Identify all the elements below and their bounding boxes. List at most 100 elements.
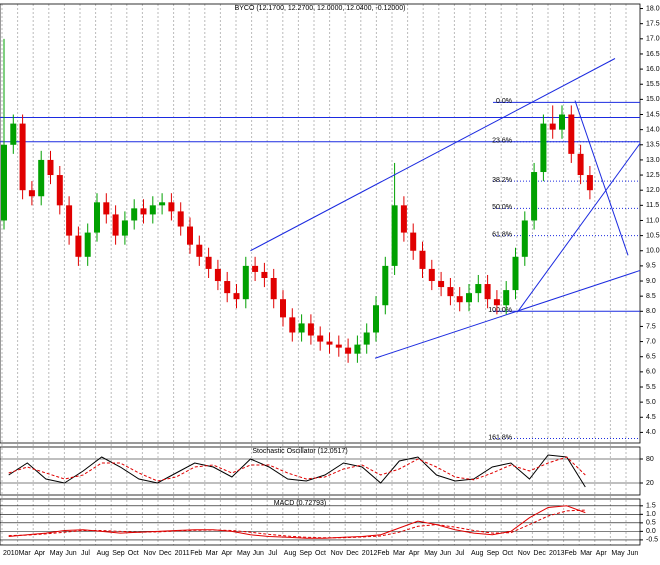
- y-tick-label: 6.5: [646, 354, 656, 361]
- candle-body: [577, 153, 584, 176]
- candle-body: [447, 287, 454, 297]
- candle-body: [168, 202, 175, 212]
- x-tick-label: Oct: [128, 550, 139, 557]
- candle-body: [317, 335, 324, 342]
- candle-body: [112, 214, 119, 236]
- candle-body: [307, 323, 314, 336]
- y-tick-label: 5.0: [646, 399, 656, 406]
- series-line: [8, 456, 586, 482]
- y-tick-label: 18.0: [646, 5, 660, 12]
- fib-label: 61.8%: [492, 231, 512, 238]
- y-tick-label: 15.0: [646, 96, 660, 103]
- candle-body: [38, 159, 45, 197]
- x-tick-label: Oct: [502, 550, 513, 557]
- y-tick-label: 17.0: [646, 36, 660, 43]
- candle-body: [493, 299, 500, 306]
- candle-body: [391, 205, 398, 266]
- y-tick-label: 11.5: [646, 202, 659, 209]
- x-tick-label: Apr: [596, 550, 608, 557]
- x-tick-label: Nov: [518, 550, 531, 557]
- candle-body: [159, 202, 166, 206]
- trend-line: [374, 269, 641, 359]
- x-tick-label: Apr: [34, 550, 46, 557]
- candle-body: [205, 256, 212, 269]
- x-tick-label: Jun: [253, 550, 264, 557]
- candle-body: [214, 268, 221, 282]
- panel-frame: [0, 498, 641, 546]
- y-tick-label: 4.0: [646, 429, 656, 436]
- x-tick-label: Mar: [19, 550, 32, 557]
- series-line: [8, 509, 586, 539]
- x-tick-label: May: [237, 550, 251, 557]
- panel-frame: [0, 3, 641, 444]
- y-tick-label: 6.0: [646, 369, 656, 376]
- x-tick-label: Jul: [81, 550, 90, 557]
- y-tick-label: 9.0: [646, 278, 656, 285]
- x-tick-label: Nov: [143, 550, 156, 557]
- candle-body: [428, 268, 435, 282]
- panel-title: BYCO (12.1700, 12.2700, 12.0000, 12.0400…: [235, 5, 406, 12]
- x-tick-label: May: [50, 550, 64, 557]
- candle-body: [475, 284, 482, 294]
- trend-line: [574, 100, 629, 256]
- fib-label: 161.8%: [488, 434, 512, 441]
- candle-body: [94, 202, 100, 233]
- candle-body: [252, 265, 259, 272]
- candle-body: [456, 296, 463, 303]
- y-tick-label: 1.0: [646, 511, 656, 518]
- y-tick-label: 9.5: [646, 263, 656, 270]
- x-tick-label: Feb: [565, 550, 577, 557]
- panel-frame: [0, 446, 641, 496]
- y-tick-label: 15.5: [646, 81, 660, 88]
- x-tick-label: Dec: [159, 550, 172, 557]
- x-tick-label: Aug: [471, 550, 484, 557]
- candle-body: [149, 205, 156, 215]
- candle-body: [382, 265, 389, 306]
- y-tick-label: 14.5: [646, 111, 660, 118]
- candle-body: [438, 281, 445, 288]
- trend-line: [516, 142, 641, 313]
- panel-title: MACD (0.72793): [274, 500, 327, 507]
- y-tick-label: 12.0: [646, 187, 660, 194]
- candle-body: [103, 202, 110, 215]
- trend-line: [250, 58, 616, 252]
- fib-label: 50.0%: [492, 204, 512, 211]
- y-tick-label: 12.5: [646, 172, 660, 179]
- candle-body: [261, 271, 268, 278]
- x-tick-label: Aug: [97, 550, 110, 557]
- y-tick-label: -0.5: [646, 537, 658, 544]
- x-tick-label: Jul: [268, 550, 277, 557]
- x-tick-label: Jul: [455, 550, 464, 557]
- candle-body: [242, 265, 249, 300]
- candle-body: [373, 305, 379, 333]
- x-tick-label: Mar: [206, 550, 219, 557]
- candle-body: [326, 341, 333, 345]
- x-tick-label: Dec: [346, 550, 359, 557]
- y-tick-label: 7.0: [646, 338, 656, 345]
- x-tick-label: Nov: [331, 550, 344, 557]
- candle-body: [559, 114, 565, 130]
- y-tick-label: 10.0: [646, 248, 660, 255]
- y-tick-label: 13.0: [646, 157, 660, 164]
- x-tick-label: Mar: [580, 550, 593, 557]
- x-tick-label: Feb: [190, 550, 202, 557]
- x-tick-label: 2010: [3, 550, 19, 557]
- candle-body: [363, 332, 370, 345]
- x-tick-label: 2011: [175, 550, 190, 557]
- y-tick-label: 8.5: [646, 293, 656, 300]
- y-tick-label: 4.5: [646, 414, 656, 421]
- candle-body: [10, 123, 17, 145]
- fib-label: 23.6%: [492, 138, 512, 145]
- candle-body: [549, 123, 556, 130]
- candle-body: [66, 205, 73, 236]
- fib-label: 38.2%: [492, 177, 512, 184]
- x-tick-label: Mar: [393, 550, 406, 557]
- x-tick-label: Jun: [440, 550, 451, 557]
- candle-body: [503, 290, 510, 306]
- candle-body: [270, 277, 277, 300]
- candle-body: [586, 175, 593, 191]
- y-tick-label: 8.0: [646, 308, 656, 315]
- y-tick-label: 16.0: [646, 66, 660, 73]
- y-tick-label: 17.5: [646, 21, 660, 28]
